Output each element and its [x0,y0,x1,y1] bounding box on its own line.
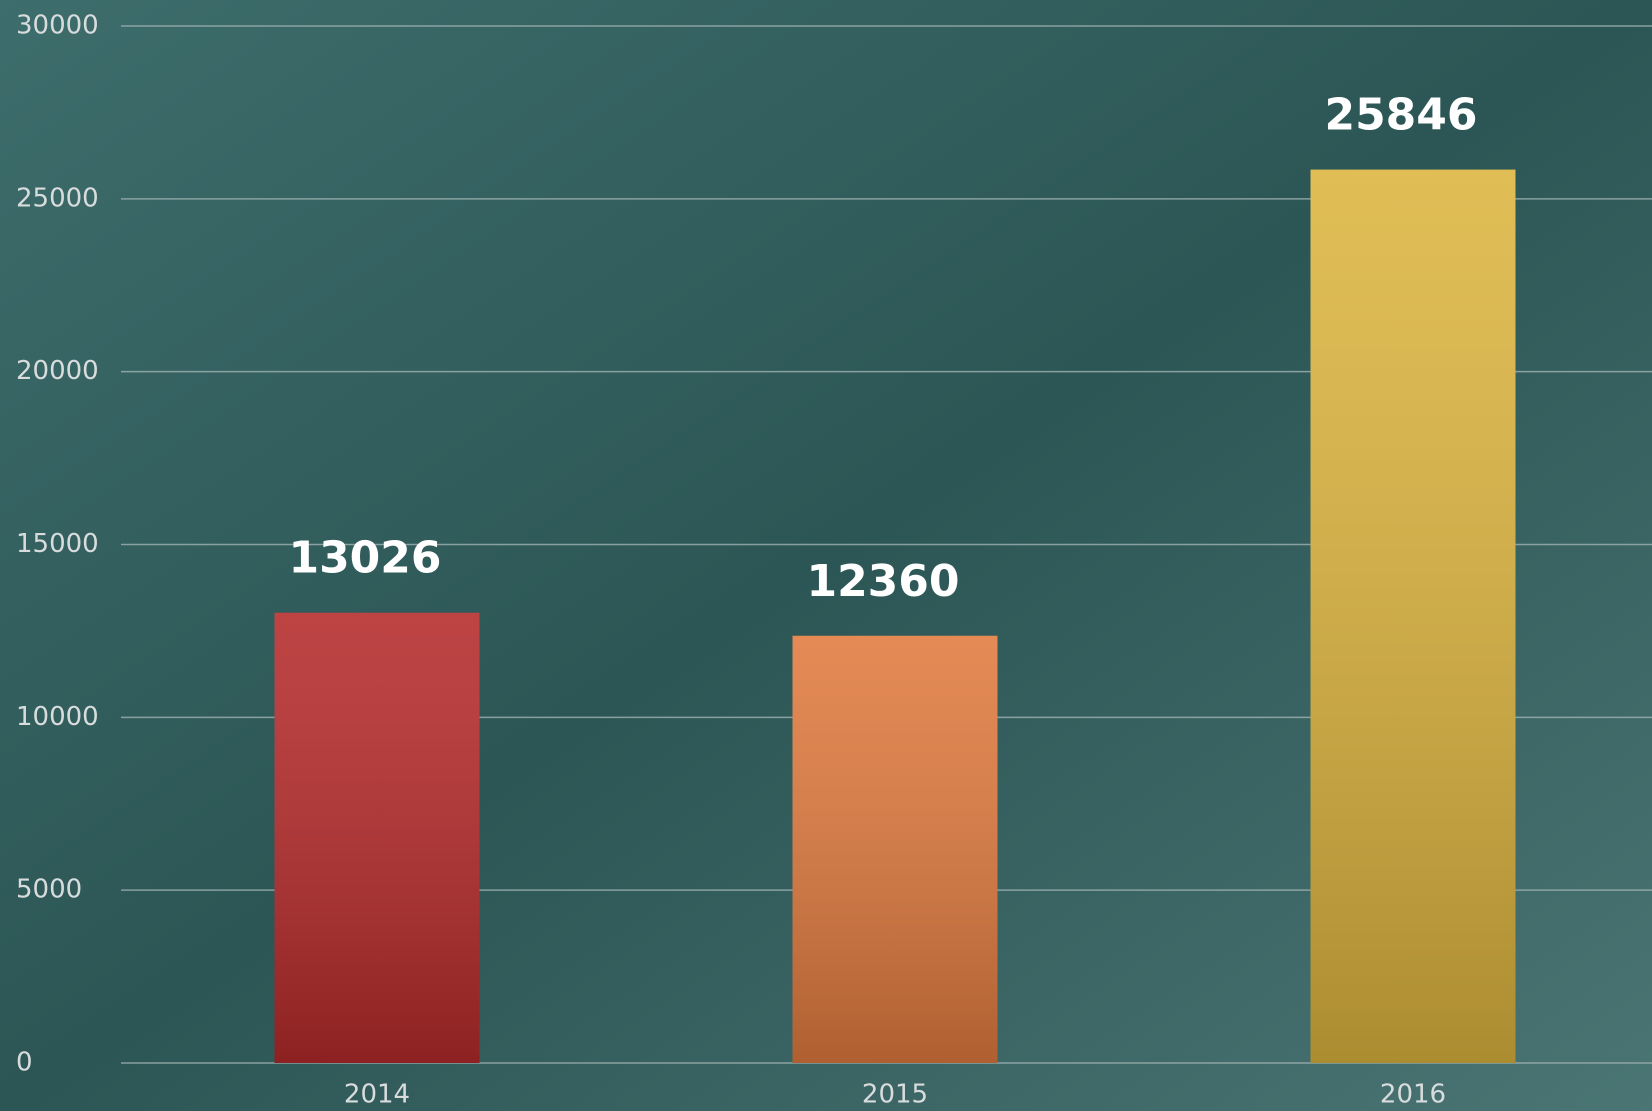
x-tick-label: 2014 [344,1080,410,1110]
y-tick-label: 25000 [16,183,99,213]
bar-shade [1310,169,1516,1063]
x-tick-label: 2016 [1380,1080,1446,1110]
value-label: 13026 [288,533,441,584]
y-tick-label: 0 [16,1048,33,1078]
y-tick-label: 10000 [16,702,99,732]
y-tick-label: 20000 [16,356,99,386]
bar-shade [792,635,998,1063]
value-label: 25846 [1324,90,1477,141]
x-tick-label: 2015 [862,1080,928,1110]
y-tick-label: 5000 [16,875,82,905]
y-tick-label: 15000 [16,529,99,559]
value-label: 12360 [806,556,959,607]
y-tick-label: 30000 [16,11,99,41]
bar-shade [274,612,480,1063]
